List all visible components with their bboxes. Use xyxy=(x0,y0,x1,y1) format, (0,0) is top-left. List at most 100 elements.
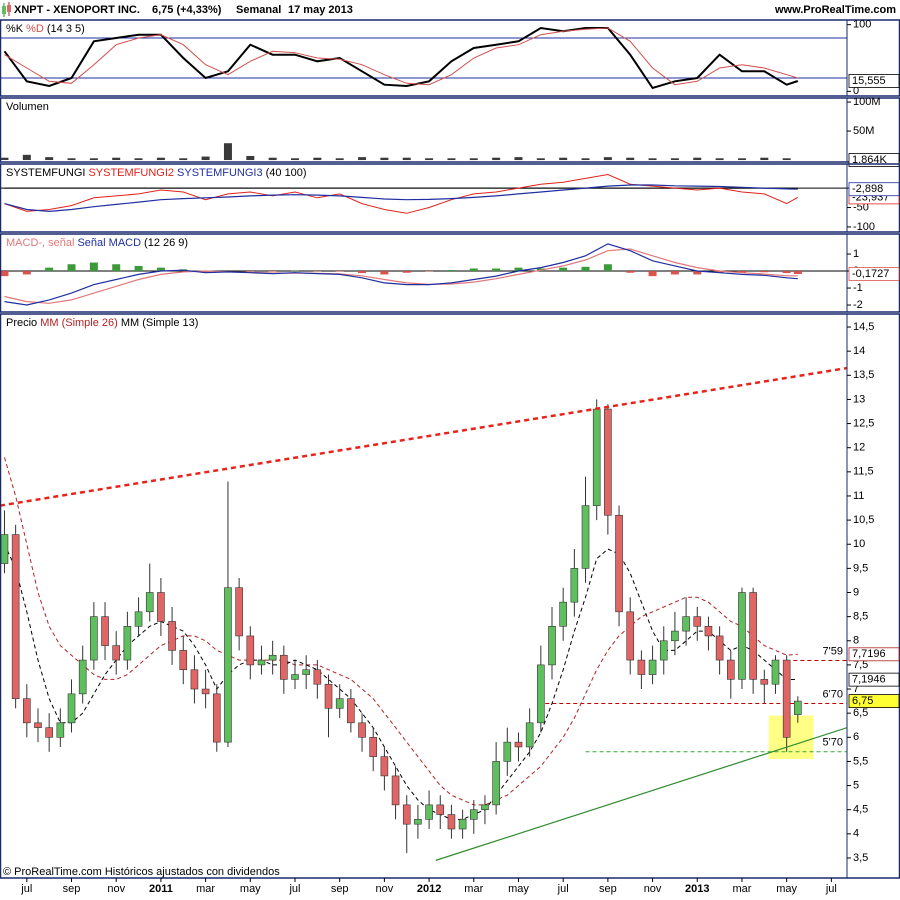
legend-item: (12 26 9) xyxy=(144,237,188,249)
volume-bar xyxy=(223,143,232,161)
y-tick-label: -50 xyxy=(853,201,869,213)
footer: © ProRealTime.com Históricos ajustados c… xyxy=(3,866,280,878)
histogram-bar xyxy=(693,271,702,275)
candle-body xyxy=(268,654,277,661)
legend: Precio MM (Simple 26) MM (Simple 13) xyxy=(6,317,198,329)
histogram-bar xyxy=(603,264,612,272)
histogram-bar xyxy=(492,268,501,272)
level-label: 6'70 xyxy=(823,688,843,700)
volume-bar xyxy=(469,158,478,161)
y-tick-label: 0 xyxy=(853,85,859,97)
series-line xyxy=(4,173,799,214)
volume-bar xyxy=(402,157,411,161)
histogram-bar xyxy=(22,271,31,275)
candle-body xyxy=(481,804,489,811)
panel xyxy=(0,143,802,161)
legend-item: %K xyxy=(6,23,24,35)
period: Semanal xyxy=(236,4,281,16)
candle-body xyxy=(659,640,668,661)
histogram-bar xyxy=(737,271,746,273)
volume-bar xyxy=(156,157,165,161)
volume-bar xyxy=(693,157,702,161)
candle-body xyxy=(402,804,411,825)
series-line xyxy=(4,27,798,86)
volume-bar xyxy=(559,157,568,161)
y-tick-label: 7,5 xyxy=(853,659,868,671)
candle-body xyxy=(492,761,500,806)
candle-body xyxy=(380,756,389,777)
volume-bar xyxy=(134,158,143,161)
candle-body xyxy=(503,741,512,762)
candle-body xyxy=(291,674,299,680)
legend-item: MACD-, señal xyxy=(6,237,74,249)
candle-body xyxy=(67,693,76,724)
y-tick-label: 7 xyxy=(853,683,859,695)
volume-bar xyxy=(581,158,590,161)
x-tick-label: sep xyxy=(331,883,349,895)
x-tick-label: 2011 xyxy=(149,883,173,895)
value-badge xyxy=(848,672,900,687)
legend-item: SYSTEMFUNGI3 xyxy=(177,167,263,179)
histogram-bar xyxy=(380,271,389,275)
volume-bar xyxy=(737,158,746,161)
value-badge xyxy=(848,694,900,709)
candle-body xyxy=(458,819,467,830)
candle-body xyxy=(581,505,590,569)
y-tick-label: 11 xyxy=(853,490,864,502)
candle-body xyxy=(335,698,344,709)
volume-bar xyxy=(268,157,277,161)
histogram-bar xyxy=(514,267,523,272)
volume-bar xyxy=(715,158,724,161)
candle-body xyxy=(134,611,143,627)
histogram-bar xyxy=(402,271,411,273)
trend-line xyxy=(435,727,847,861)
candle-body xyxy=(715,635,724,661)
x-tick-label: may xyxy=(508,883,529,895)
series-line xyxy=(4,184,798,213)
candle-body xyxy=(11,534,20,699)
candle-body xyxy=(447,814,456,830)
level-label: 5'70 xyxy=(823,737,843,749)
volume-bar xyxy=(335,158,344,161)
value-badge-label: 7,7196 xyxy=(852,648,886,660)
series-line xyxy=(3,26,799,90)
value-badge-label: 7,1946 xyxy=(852,674,886,686)
candle-body xyxy=(190,669,199,690)
quote: 6,75 (+4,33%) xyxy=(152,4,222,16)
y-tick-label: 9 xyxy=(853,586,859,598)
candle-body xyxy=(168,621,176,651)
candle-body xyxy=(469,809,478,820)
y-tick-label: -1 xyxy=(853,282,863,294)
histogram-bar xyxy=(469,268,478,272)
candle-body xyxy=(347,698,355,724)
candle-body xyxy=(604,408,612,516)
candle-body xyxy=(78,659,87,695)
volume-bar xyxy=(201,156,210,161)
candle-body xyxy=(246,635,255,666)
histogram-bar xyxy=(760,271,769,273)
x-tick-label: jul xyxy=(557,883,569,895)
histogram-bar xyxy=(67,264,76,272)
histogram-bar xyxy=(268,271,277,272)
candle-body xyxy=(414,819,422,825)
candle-body xyxy=(0,534,9,564)
legend-item: Señal MACD xyxy=(77,237,141,249)
value-badge-label: 1.864K xyxy=(852,154,888,166)
x-tick-label: mar xyxy=(464,883,483,895)
candle-body xyxy=(112,645,121,661)
volume-bar xyxy=(425,158,434,161)
volume-bar xyxy=(22,154,31,161)
histogram-bar xyxy=(715,271,724,273)
y-tick-label: 4 xyxy=(853,828,859,840)
candle-body xyxy=(760,679,769,685)
x-tick-label: mar xyxy=(732,883,751,895)
y-tick-label: 4,5 xyxy=(853,804,868,816)
panel xyxy=(0,366,847,861)
candle-body xyxy=(592,408,601,506)
volume-bar xyxy=(89,158,98,161)
histogram-bar xyxy=(89,262,98,272)
candle-body xyxy=(358,722,366,738)
legend-item: (14 3 5) xyxy=(47,23,85,35)
candle-body xyxy=(212,693,221,743)
